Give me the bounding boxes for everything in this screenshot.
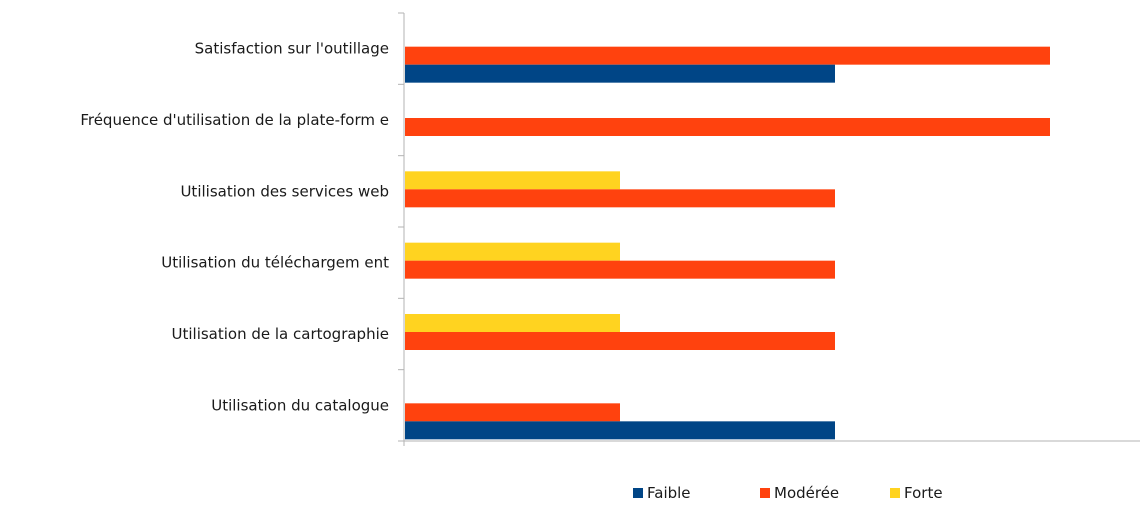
bar-moderee-3 [405, 189, 835, 208]
legend: Faible Modérée Forte [633, 484, 943, 502]
bar-forte-3 [405, 171, 620, 190]
legend-swatch [633, 488, 643, 498]
category-labels: Satisfaction sur l'outillage Fréquence d'… [80, 40, 389, 415]
bar-faible-1 [405, 64, 835, 83]
legend-label: Faible [647, 484, 691, 502]
bars-layer [405, 46, 1050, 440]
category-label: Fréquence d'utilisation de la plate-form… [80, 111, 389, 129]
bar-forte-4 [405, 242, 620, 261]
bar-moderee-5 [405, 332, 835, 350]
bar-moderee-1 [405, 46, 1050, 65]
bar-moderee-2 [405, 118, 1050, 136]
legend-swatch [760, 488, 770, 498]
legend-swatch [890, 488, 900, 498]
bar-moderee-6 [405, 403, 620, 422]
category-label: Utilisation des services web [180, 182, 389, 200]
axis-layer [398, 12, 1140, 446]
category-label: Utilisation de la cartographie [172, 325, 390, 343]
legend-label: Forte [904, 484, 943, 502]
bar-moderee-4 [405, 260, 835, 279]
category-label: Utilisation du catalogue [211, 396, 389, 414]
bar-faible-6 [405, 421, 835, 440]
legend-label: Modérée [774, 484, 839, 502]
category-label: Utilisation du téléchargem ent [161, 254, 389, 272]
bar-forte-5 [405, 314, 620, 332]
category-label: Satisfaction sur l'outillage [195, 40, 389, 58]
